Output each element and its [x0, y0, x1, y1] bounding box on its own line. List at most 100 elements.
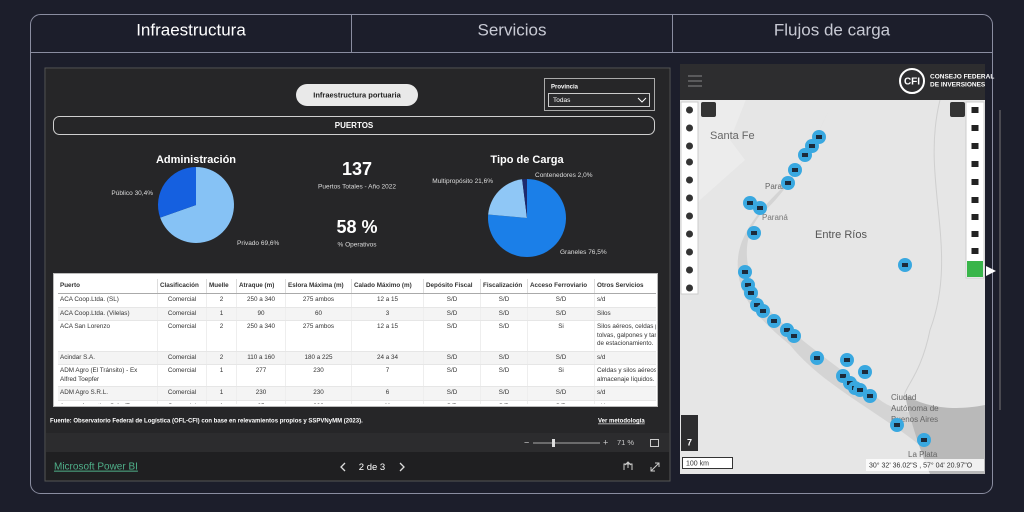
port-icon [760, 309, 766, 313]
dropdown-value[interactable]: Todas [553, 97, 571, 104]
cell: 2 [206, 320, 237, 352]
cell: 2 [206, 351, 237, 365]
search-tool[interactable] [681, 415, 698, 451]
cell: S/D [423, 351, 481, 365]
button[interactable] [296, 84, 418, 106]
port-icon [748, 291, 754, 295]
zoom-bar [46, 433, 669, 452]
port-icon [742, 270, 748, 274]
cell: 250 a 340 [236, 320, 286, 352]
cell: Comercial [157, 364, 207, 387]
fit-icon[interactable] [650, 439, 659, 447]
section-box [53, 116, 655, 135]
cell: 12 a 15 [351, 320, 424, 352]
tool-icon[interactable] [686, 230, 693, 238]
zoom-out[interactable]: − [524, 437, 529, 447]
frame [30, 14, 993, 494]
draw-tool[interactable] [971, 248, 979, 254]
row: Arauco Argentina S.A. (Ex-Comercial16523… [58, 400, 656, 404]
tab[interactable]: Servicios [478, 20, 547, 39]
button-label[interactable]: Infraestructura portuaria [313, 90, 401, 99]
tool-icon[interactable] [686, 176, 693, 184]
org-name: DE INVERSIONES [930, 82, 986, 89]
draw-tool[interactable] [971, 161, 979, 167]
draw-tool[interactable] [971, 107, 979, 113]
map-label: Paraná [762, 213, 788, 222]
map-label: Paraná [765, 182, 791, 191]
toolbar-handle[interactable] [950, 102, 965, 117]
row: ACA Coop.Ltda. (Vilelas) Comercial 1 90 60 3 S… [58, 307, 656, 321]
column-header: Atraque (m) [236, 279, 286, 294]
source-note: Fuente: Observatorio Federal de Logístic… [50, 419, 363, 425]
cell: 277 [236, 364, 286, 387]
zoom-level: 71 % [617, 438, 634, 447]
port-icon [862, 370, 868, 374]
tool-icon[interactable] [686, 142, 693, 150]
cell: Silos aéreos, celdas planas y tolvas, ga… [594, 320, 656, 352]
draw-tool[interactable] [971, 214, 979, 220]
kpi-value: 58 % [336, 217, 377, 237]
port-icon [745, 283, 751, 287]
cell: Comercial [157, 307, 207, 321]
tool-icon[interactable] [686, 248, 693, 256]
tool-icon[interactable] [686, 106, 693, 114]
cell: ACA San Lorenzo [58, 320, 158, 352]
tool-icon[interactable] [686, 124, 693, 132]
brand-link[interactable]: Microsoft Power BI [54, 462, 138, 473]
zoom-thumb[interactable] [552, 439, 555, 447]
menu-icon[interactable] [688, 75, 702, 87]
cell: 6 [351, 386, 424, 401]
slice-label: Multipropósito 21,6% [432, 178, 493, 185]
tool-icon[interactable] [686, 284, 693, 292]
cell: S/D [480, 307, 528, 321]
cell: S/D [423, 364, 481, 387]
tab[interactable]: Infraestructura [136, 20, 246, 39]
port-icon [802, 153, 808, 157]
row: ADM Agro S.R.L. Comercial 1 230 230 6 S/D S/D S/… [58, 386, 656, 401]
port-icon [771, 319, 777, 323]
tool-icon[interactable] [686, 266, 693, 274]
row: ACA Coop.Ltda. (SL) Comercial 2 250 a 340 27… [58, 293, 656, 308]
value-label: 76,5% [588, 249, 607, 256]
link[interactable]: Ver metodología [598, 419, 645, 425]
cell: 180 a 225 [285, 351, 352, 365]
draw-tool[interactable] [971, 197, 979, 203]
map-label: La Plata [908, 450, 938, 459]
prev-page[interactable] [340, 462, 346, 472]
value-label: 30,4% [135, 190, 154, 197]
fullscreen-icon[interactable] [650, 462, 660, 472]
map-land [680, 64, 760, 230]
cell: Si [527, 320, 595, 352]
cell: S/D [423, 293, 481, 308]
column-header: Puerto [58, 279, 158, 294]
row: ACA San Lorenzo Comercial 2 250 a 340 275 am… [58, 320, 656, 352]
tool-icon[interactable] [686, 212, 693, 220]
map-label: Buenos Aires [891, 415, 938, 424]
tool-icon[interactable] [686, 158, 693, 166]
table: Puerto Clasificación Muelle Atraque (m) Eslo… [58, 279, 656, 404]
dropdown[interactable] [548, 93, 650, 107]
next-page[interactable] [399, 462, 405, 472]
select-tool[interactable] [967, 261, 983, 277]
cell: 110 a 160 [236, 351, 286, 365]
toolbar-handle[interactable] [701, 102, 716, 117]
draw-tool[interactable] [971, 179, 979, 185]
column-header: Calado Máximo (m) [351, 279, 424, 294]
map-border [903, 99, 943, 401]
map-label: Autónoma de [891, 404, 939, 413]
draw-tool[interactable] [971, 143, 979, 149]
share-icon[interactable] [623, 461, 633, 470]
port-icon [751, 231, 757, 235]
cell: S/D [423, 386, 481, 401]
zoom-in[interactable]: + [603, 437, 608, 447]
map-label: Entre Ríos [815, 229, 867, 241]
tool-icon[interactable] [686, 194, 693, 202]
tab[interactable]: Flujos de carga [774, 20, 891, 39]
cell: S/D [480, 364, 528, 387]
draw-tool[interactable] [971, 231, 979, 237]
expand-arrow[interactable] [986, 266, 996, 276]
cell: S/D [480, 400, 528, 404]
draw-tool[interactable] [971, 125, 979, 131]
cell: Celdas y silos aéreos y almacenaje líqui… [594, 364, 656, 387]
cell: S/D [527, 386, 595, 401]
